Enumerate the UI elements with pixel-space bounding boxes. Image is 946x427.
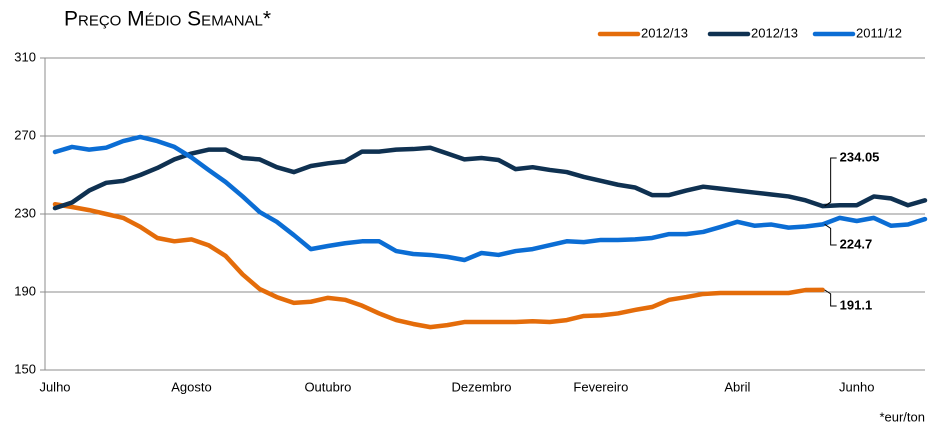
legend-label: 2012/13 bbox=[641, 25, 688, 40]
y-tick-label: 310 bbox=[14, 49, 36, 64]
annotation: 191.1 bbox=[840, 297, 873, 312]
y-tick-label: 230 bbox=[14, 205, 36, 220]
footnote: *eur/ton bbox=[879, 409, 925, 424]
x-tick-label: Agosto bbox=[171, 379, 211, 394]
x-tick-label: Outubro bbox=[304, 379, 351, 394]
x-tick-label: Dezembro bbox=[451, 379, 511, 394]
y-tick-label: 150 bbox=[14, 361, 36, 376]
annotation-leader bbox=[824, 223, 837, 246]
chart-title: Preço Médio Semanal* bbox=[64, 8, 271, 31]
annotation-leader bbox=[824, 157, 837, 207]
y-tick-label: 270 bbox=[14, 127, 36, 142]
annotation-leader bbox=[824, 289, 837, 307]
y-tick-label: 190 bbox=[14, 283, 36, 298]
x-tick-label: Fevereiro bbox=[573, 379, 628, 394]
x-tick-label: Julho bbox=[39, 379, 70, 394]
x-tick-label: Junho bbox=[839, 379, 874, 394]
series-line bbox=[52, 145, 928, 211]
legend-label: 2012/13 bbox=[751, 25, 798, 40]
x-tick-label: Abril bbox=[724, 379, 750, 394]
annotation: 224.7 bbox=[840, 236, 873, 251]
legend-label: 2011/12 bbox=[856, 25, 902, 40]
series-line bbox=[52, 134, 928, 263]
series-line bbox=[52, 202, 825, 330]
annotation: 234.05 bbox=[840, 149, 880, 164]
